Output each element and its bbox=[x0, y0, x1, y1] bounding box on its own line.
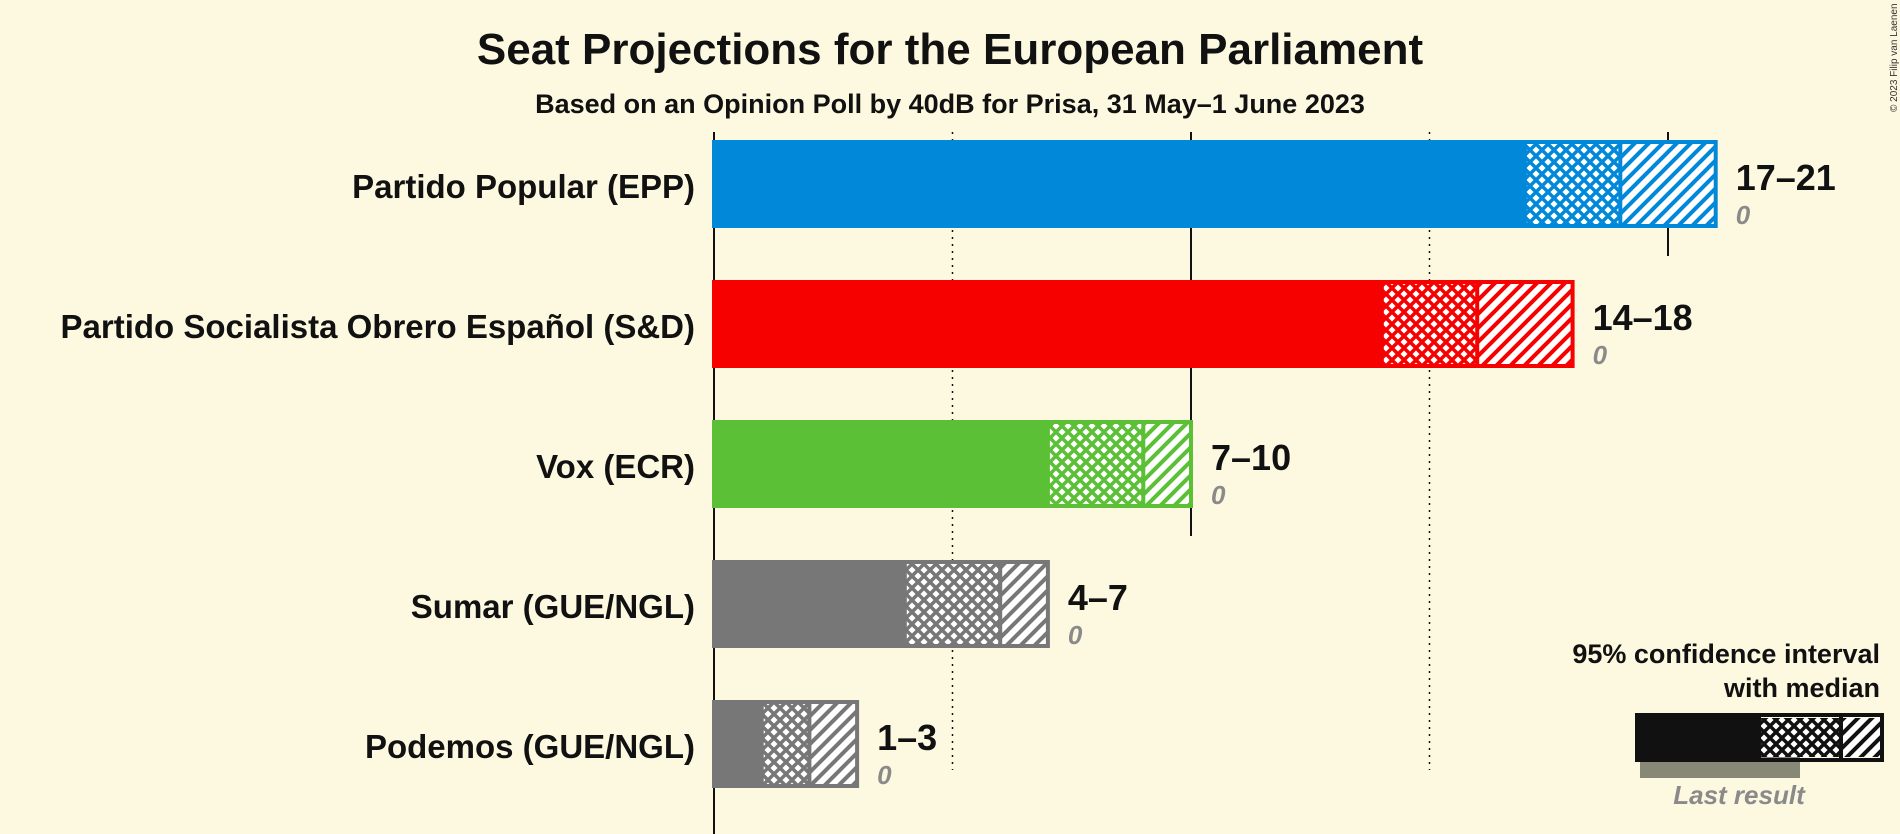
bar-diagonal-segment bbox=[809, 704, 858, 784]
legend-solid-segment bbox=[1637, 715, 1759, 760]
bar-outline bbox=[712, 280, 1575, 368]
party-row: Partido Socialista Obrero Español (S&D) 1… bbox=[61, 280, 1693, 370]
party-label: Podemos (GUE/NGL) bbox=[365, 728, 695, 765]
range-label: 1–3 bbox=[877, 717, 937, 758]
party-label: Partido Socialista Obrero Español (S&D) bbox=[61, 308, 695, 345]
range-label: 14–18 bbox=[1593, 297, 1693, 338]
bar-diagonal-segment bbox=[1000, 564, 1048, 644]
range-label: 4–7 bbox=[1068, 577, 1128, 618]
party-row: Vox (ECR) 7–100 bbox=[536, 420, 1291, 510]
bar-diagonal-segment bbox=[1143, 424, 1191, 504]
bar-crosshatch-segment bbox=[1524, 144, 1621, 224]
bar-crosshatch-segment bbox=[1381, 284, 1478, 364]
last-result-label: 0 bbox=[1211, 480, 1226, 510]
legend: 95% confidence interval with median Last… bbox=[1572, 639, 1884, 810]
last-result-label: 0 bbox=[1736, 200, 1751, 230]
legend-crosshatch-segment bbox=[1759, 718, 1841, 757]
bar-solid-segment bbox=[714, 422, 1048, 506]
bar-outline bbox=[712, 700, 860, 788]
party-row: Sumar (GUE/NGL) 4–70 bbox=[411, 560, 1128, 650]
bar-outline bbox=[712, 420, 1193, 508]
bar-outline bbox=[712, 560, 1050, 648]
range-label: 17–21 bbox=[1736, 157, 1836, 198]
legend-line-2: with median bbox=[1723, 673, 1880, 703]
legend-last-result-label: Last result bbox=[1673, 780, 1806, 810]
bar-solid-segment bbox=[714, 562, 905, 646]
copyright-note: © 2023 Filip van Laenen bbox=[1889, 3, 1900, 112]
last-result-label: 0 bbox=[877, 760, 892, 790]
bar-crosshatch-segment bbox=[1047, 424, 1144, 504]
party-row: Podemos (GUE/NGL) 1–30 bbox=[365, 700, 937, 790]
last-result-label: 0 bbox=[1593, 340, 1608, 370]
bar-solid-segment bbox=[714, 282, 1382, 366]
bar-diagonal-segment bbox=[1620, 144, 1716, 224]
range-label: 7–10 bbox=[1211, 437, 1291, 478]
last-result-label: 0 bbox=[1068, 620, 1083, 650]
bar-solid-segment bbox=[714, 142, 1525, 226]
legend-line-1: 95% confidence interval bbox=[1572, 639, 1880, 669]
bar-outline bbox=[712, 140, 1718, 228]
chart-subtitle: Based on an Opinion Poll by 40dB for Pri… bbox=[535, 89, 1365, 119]
legend-outline bbox=[1635, 713, 1884, 762]
bar-crosshatch-segment bbox=[904, 564, 1001, 644]
party-label: Partido Popular (EPP) bbox=[352, 168, 695, 205]
bar-solid-segment bbox=[714, 702, 762, 786]
party-label: Sumar (GUE/NGL) bbox=[411, 588, 695, 625]
bar-crosshatch-segment bbox=[761, 704, 810, 784]
party-label: Vox (ECR) bbox=[536, 448, 695, 485]
chart-title: Seat Projections for the European Parlia… bbox=[477, 25, 1424, 74]
party-row: Partido Popular (EPP) 17–210 bbox=[352, 140, 1836, 230]
legend-diagonal-segment bbox=[1841, 718, 1881, 757]
bar-diagonal-segment bbox=[1477, 284, 1573, 364]
